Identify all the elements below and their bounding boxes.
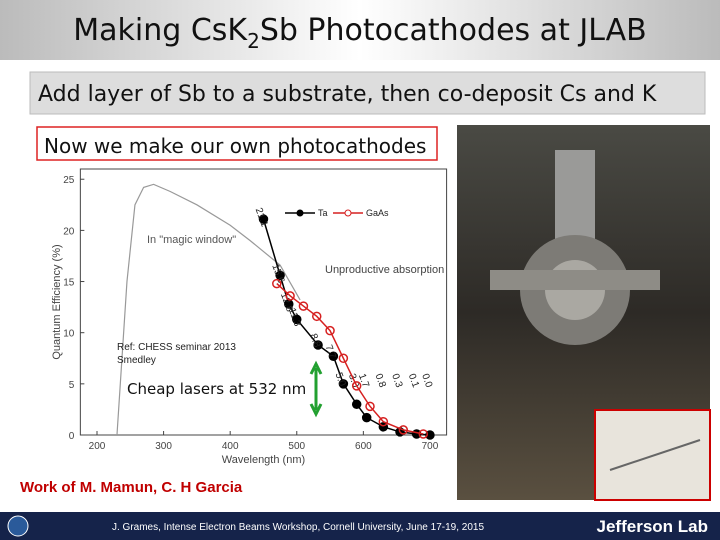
data-label: 5.0 [333,371,348,388]
point [378,416,389,427]
point [258,214,269,224]
y-axis-label: Quantum Efficiency (%) [51,244,63,359]
callout-box [36,126,438,161]
line [116,183,301,436]
title-sub: 2 [247,29,260,53]
logo: Jefferson Lab [597,517,708,536]
point [285,291,295,301]
plot-frame [79,168,448,436]
x-tick-label: 500 [288,441,305,452]
x-tick-label: 700 [422,441,439,452]
banner-box [29,71,706,115]
chart-area [50,163,450,465]
title-part: Making CsK [73,13,248,48]
y-tick-label: 20 [63,226,75,237]
y-tick-label: 5 [69,380,75,391]
logo-icon [7,515,29,537]
y-tick-label: 10 [63,329,75,340]
photo-part [609,439,701,471]
legend-label: Ta [318,208,328,218]
y-tick-label: 25 [63,175,75,186]
annotation: Cheap lasers at 532 nm [127,380,306,398]
x-tick-label: 400 [222,441,239,452]
title-band [0,0,720,60]
data-label: 1.7 [356,372,371,389]
callout: Now we make our own photocathodes [44,134,426,158]
point [311,311,322,322]
x-axis-label: Wavelength (nm) [222,454,305,466]
legend-marker [344,209,352,217]
data-label: 8.8 [307,332,322,349]
data-label: 0.0 [419,372,434,389]
data-label: 7.7 [323,343,338,360]
footer: J. Grames, Intense Electron Beams Worksh… [112,522,484,533]
point [338,379,349,389]
point [338,353,349,364]
point [275,270,285,281]
legend-marker [296,209,304,217]
point [292,314,302,325]
data-label: 0.1 [406,372,421,389]
point [328,351,339,361]
banner: Add layer of Sb to a substrate, then co-… [38,82,657,107]
point [365,401,375,412]
title: Making CsK2Sb Photocathodes at JLAB [73,13,646,53]
chart: 200 300 400 500 600 700 0 5 10 15 20 25 Wavelength (… [51,168,448,466]
credit: Work of M. Mamun, C. H Garcia [20,479,243,496]
annotation: Unproductive absorption [325,264,444,276]
data-label: 0.3 [389,372,404,389]
title-part: Sb Photocathodes at JLAB [260,13,647,48]
legend-label: GaAs [366,208,389,218]
arrow [309,360,323,418]
point [351,399,362,410]
y-tick-label: 15 [63,278,75,289]
point [325,325,335,336]
curve-label: In "magic window" [147,234,236,246]
line [276,283,424,435]
footer-bar [0,512,720,540]
point [361,412,372,423]
annotation: Ref: CHESS seminar 2013 [117,342,236,353]
point [398,425,409,435]
x-tick-label: 200 [89,441,106,452]
x-tick-label: 600 [355,441,372,452]
y-tick-label: 0 [69,431,75,442]
point [272,278,282,289]
point [425,430,435,440]
point [351,381,362,391]
annotation: Smedley [117,355,156,366]
point [298,301,309,311]
photo-part [490,270,660,290]
point [313,340,323,350]
data-label: 0.8 [373,372,388,389]
x-tick-label: 300 [155,441,172,452]
point [418,429,429,439]
